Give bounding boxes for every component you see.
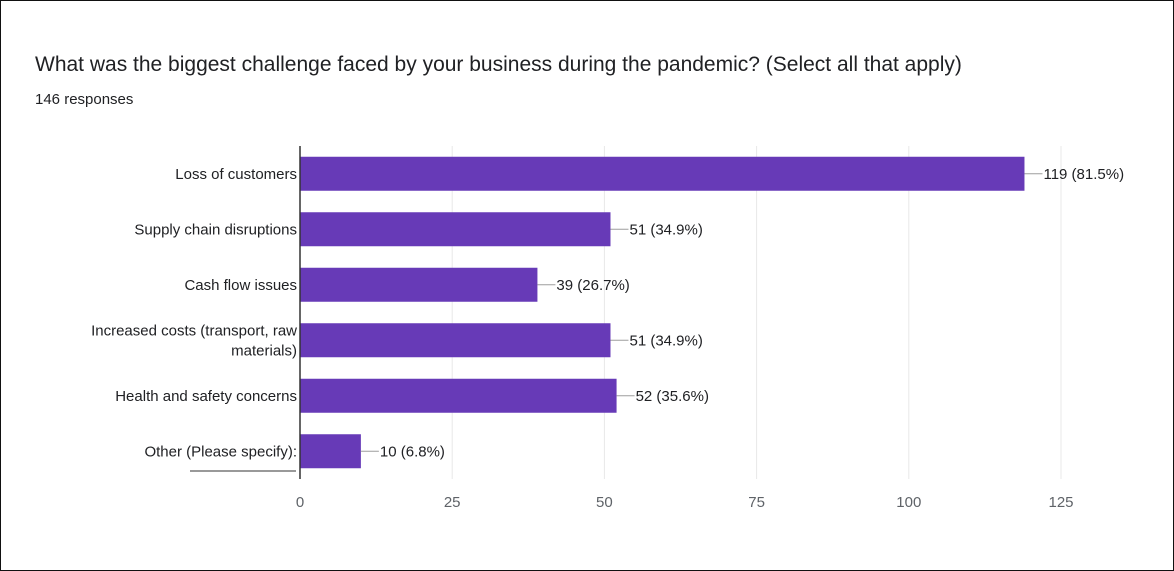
category-label-4: Health and safety concerns <box>115 388 297 405</box>
x-tick-label-1: 25 <box>444 494 461 511</box>
category-label-2: Cash flow issues <box>184 277 297 294</box>
bar-4 <box>300 378 617 413</box>
category-label-3: Increased costs (transport, raw materials… <box>91 322 297 359</box>
value-label-0: 119 (81.5%) <box>1043 166 1124 183</box>
bar-5 <box>300 434 361 469</box>
value-label-2: 39 (26.7%) <box>556 277 629 294</box>
category-label-0: Loss of customers <box>175 166 297 183</box>
x-tick-label-0: 0 <box>296 494 304 511</box>
value-label-4: 52 (35.6%) <box>636 388 709 405</box>
x-tick-label-5: 125 <box>1048 494 1073 511</box>
x-tick-label-2: 50 <box>596 494 613 511</box>
chart-title: What was the biggest challenge faced by … <box>35 53 962 76</box>
category-label-line: Other (Please specify): <box>144 443 297 460</box>
bar-1 <box>300 212 611 247</box>
bar-2 <box>300 267 538 302</box>
category-label-line: Cash flow issues <box>184 277 297 294</box>
category-label-line: Increased costs (transport, raw <box>91 322 297 339</box>
value-label-3: 51 (34.9%) <box>629 332 702 349</box>
response-count: 146 responses <box>35 91 134 108</box>
category-label-line: Loss of customers <box>175 166 297 183</box>
x-tick-label-4: 100 <box>896 494 921 511</box>
category-label-line: materials) <box>231 342 297 359</box>
category-label-1: Supply chain disruptions <box>134 221 297 238</box>
category-label-line: Health and safety concerns <box>115 388 297 405</box>
value-label-5: 10 (6.8%) <box>380 443 445 460</box>
x-tick-label-3: 75 <box>748 494 765 511</box>
bar-0 <box>300 156 1025 191</box>
value-label-1: 51 (34.9%) <box>629 221 702 238</box>
category-label-5: Other (Please specify): <box>144 443 297 460</box>
category-label-line: Supply chain disruptions <box>134 221 297 238</box>
bar-3 <box>300 323 611 358</box>
